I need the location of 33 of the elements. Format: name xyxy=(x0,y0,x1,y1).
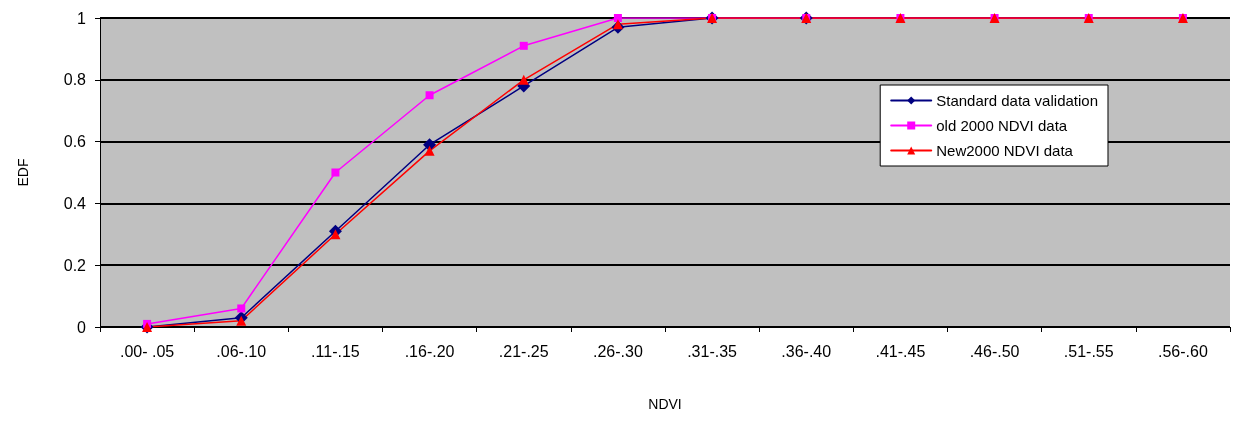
y-tick-label: 0.6 xyxy=(63,133,87,151)
y-tick-label: 0.2 xyxy=(63,256,87,274)
x-tick-label: .16-.20 xyxy=(404,342,455,360)
x-tick-label: .36-.40 xyxy=(781,342,832,360)
x-tick-label: .31-.35 xyxy=(687,342,738,360)
point xyxy=(236,315,247,326)
point xyxy=(331,168,340,177)
x-tick-label: .21-.25 xyxy=(498,342,549,360)
x-tick-label: .11-.15 xyxy=(311,342,360,360)
legend-label: old 2000 NDVI data xyxy=(936,117,1068,134)
x-tick-label: .06-.10 xyxy=(216,342,267,360)
point xyxy=(518,74,529,85)
point xyxy=(612,19,623,30)
legend-label: New2000 NDVI data xyxy=(936,142,1074,159)
x-axis-title: NDVI xyxy=(648,396,682,412)
y-tick-label: 0 xyxy=(77,318,87,336)
x-tick-label: .51-.55 xyxy=(1063,342,1114,360)
legend-label: Standard data validation xyxy=(936,92,1099,109)
x-tick-label: .00- .05 xyxy=(119,342,175,360)
x-tick-label: .41-.45 xyxy=(875,342,926,360)
y-tick-label: 0.8 xyxy=(63,71,87,89)
point xyxy=(519,41,528,50)
x-tick-label: .26-.30 xyxy=(593,342,643,360)
x-tick-label: .56-.60 xyxy=(1158,342,1208,360)
point xyxy=(613,14,622,22)
x-tick-label: .46-.50 xyxy=(969,342,1020,360)
point xyxy=(425,91,434,100)
point xyxy=(424,145,435,156)
point xyxy=(237,304,246,313)
point xyxy=(330,229,341,240)
y-axis-title: EDF xyxy=(15,158,31,187)
y-tick-label: 1 xyxy=(77,9,87,27)
y-tick-label: 0.4 xyxy=(63,194,87,212)
